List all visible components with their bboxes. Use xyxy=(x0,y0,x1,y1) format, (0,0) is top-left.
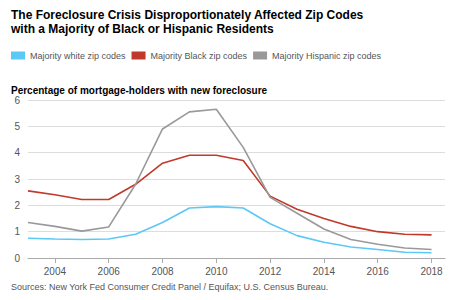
svg-text:2010: 2010 xyxy=(205,266,228,277)
svg-text:0: 0 xyxy=(14,253,20,264)
svg-text:Majority white zip codes: Majority white zip codes xyxy=(30,51,126,61)
svg-text:5: 5 xyxy=(14,121,20,132)
svg-text:Sources: New York Fed Consumer: Sources: New York Fed Consumer Credit Pa… xyxy=(11,282,328,292)
svg-text:Majority Hispanic zip codes: Majority Hispanic zip codes xyxy=(272,51,382,61)
svg-text:2018: 2018 xyxy=(420,266,443,277)
svg-text:The Foreclosure Crisis Disprop: The Foreclosure Crisis Disproportionatel… xyxy=(11,8,364,22)
svg-text:1: 1 xyxy=(14,226,20,237)
svg-text:3: 3 xyxy=(14,174,20,185)
svg-text:Percentage of mortgage-holders: Percentage of mortgage-holders with new … xyxy=(11,85,268,96)
svg-text:2012: 2012 xyxy=(259,266,282,277)
svg-text:2016: 2016 xyxy=(367,266,390,277)
svg-text:2008: 2008 xyxy=(151,266,174,277)
svg-text:2004: 2004 xyxy=(44,266,67,277)
svg-text:Majority Black zip codes: Majority Black zip codes xyxy=(151,51,248,61)
svg-text:6: 6 xyxy=(14,95,20,106)
svg-text:with a Majority of Black or Hi: with a Majority of Black or Hispanic Res… xyxy=(10,22,274,36)
svg-text:2006: 2006 xyxy=(98,266,121,277)
svg-text:4: 4 xyxy=(14,147,20,158)
svg-text:2014: 2014 xyxy=(313,266,336,277)
svg-text:2: 2 xyxy=(14,200,20,211)
